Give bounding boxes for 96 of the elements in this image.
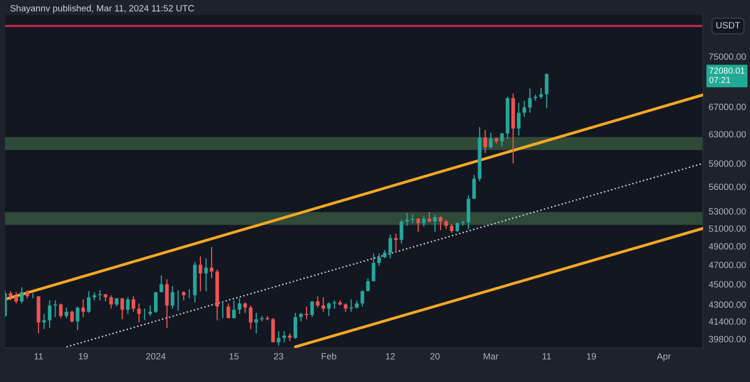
- candlestick: [544, 72, 548, 109]
- candlestick: [422, 216, 426, 228]
- candlestick: [405, 212, 409, 226]
- candlestick: [109, 294, 113, 310]
- candlestick: [483, 129, 488, 154]
- y-tick-label: 41400.00: [708, 318, 746, 325]
- candlestick: [472, 174, 476, 200]
- x-tick-label: 19: [586, 353, 596, 360]
- candlestick: [198, 256, 202, 292]
- y-tick-label: 45000.00: [708, 281, 746, 288]
- candlestick: [148, 304, 152, 317]
- y-tick-label: 39800.00: [708, 336, 746, 342]
- candlestick: [81, 298, 85, 318]
- candlestick: [271, 318, 275, 343]
- candlestick: [294, 312, 298, 340]
- candlestick: [372, 253, 376, 282]
- candlestick: [86, 290, 91, 314]
- x-tick-label: 20: [430, 353, 440, 360]
- candlestick: [254, 312, 258, 334]
- candlestick: [377, 253, 381, 266]
- candlestick: [160, 274, 164, 293]
- candlestick: [232, 300, 236, 319]
- candlestick: [428, 212, 432, 223]
- text: USDT: [716, 22, 740, 28]
- candlestick: [182, 290, 186, 301]
- candlestick: [243, 302, 247, 314]
- y-tick-label: 49000.00: [708, 243, 746, 250]
- x-tick-label: 11: [542, 353, 551, 360]
- x-tick-label: Apr: [656, 353, 671, 362]
- candlestick: [48, 300, 52, 328]
- candlestick: [522, 100, 526, 118]
- candlestick: [528, 88, 532, 114]
- y-tick-label: 67000.00: [709, 104, 746, 110]
- candlestick: [248, 304, 253, 330]
- candlestick: [20, 286, 24, 304]
- candlestick: [276, 330, 280, 346]
- y-tick-label: 59000.00: [708, 160, 746, 167]
- candlestick: [8, 290, 12, 301]
- candlestick: [98, 290, 102, 301]
- candlestick: [394, 233, 398, 254]
- candlestick: [455, 222, 460, 232]
- y-tick-label: 53000.00: [708, 208, 746, 215]
- y-tick-label: 47000.00: [708, 262, 746, 268]
- x-tick-label: 12: [386, 353, 395, 360]
- text: 72080.01 07:21: [709, 68, 744, 83]
- x-tick-label: Mar: [484, 353, 498, 360]
- candlestick: [226, 302, 230, 319]
- candlestick: [500, 132, 504, 147]
- x-tick-label: 19: [78, 353, 88, 360]
- candlestick: [59, 302, 63, 319]
- candlestick: [539, 87, 543, 100]
- candlestick: [444, 219, 448, 230]
- candlestick: [53, 300, 58, 318]
- candlestick: [154, 292, 158, 314]
- candlestick: [304, 306, 308, 320]
- candlestick: [204, 258, 208, 292]
- x-tick-label: 11: [34, 353, 43, 360]
- candlestick: [327, 302, 331, 317]
- candlestick: [282, 330, 286, 343]
- candlestick: [70, 310, 74, 324]
- candlestick: [349, 298, 354, 312]
- x-tick-label: 23: [274, 353, 284, 360]
- candlestick: [316, 296, 320, 308]
- x-tick-label: Feb: [322, 352, 336, 360]
- y-tick-label: 43000.00: [708, 301, 746, 308]
- candlestick: [76, 306, 80, 331]
- candlestick: [310, 300, 314, 318]
- candlestick: [438, 216, 442, 231]
- candlestick: [488, 132, 493, 150]
- candlestick: [42, 313, 46, 330]
- candlestick: [433, 214, 437, 232]
- y-tick-label: 56000.00: [708, 184, 746, 190]
- y-tick-label: 51000.00: [708, 225, 746, 232]
- candlestick: [366, 278, 370, 292]
- y-tick-label: 63000.00: [709, 131, 746, 138]
- candlestick: [466, 194, 470, 230]
- chart-title: Shayannv published, Mar 11, 2024 11:52 UTC: [10, 4, 194, 14]
- candlestick: [360, 290, 364, 308]
- candlestick: [137, 302, 141, 324]
- candlestick: [120, 298, 124, 320]
- candlestick: [64, 307, 68, 319]
- candlestick: [238, 298, 242, 314]
- candlestick: [516, 102, 521, 136]
- candlestick: [165, 278, 169, 328]
- x-tick-label: 2024: [146, 353, 166, 360]
- candlestick: [400, 219, 404, 244]
- x-tick-label: 15: [230, 353, 239, 360]
- candlestick: [170, 286, 174, 310]
- candlestick: [321, 296, 326, 312]
- candlestick: [132, 296, 136, 312]
- candlestick: [388, 234, 392, 259]
- y-tick-label: 75000.00: [709, 53, 746, 60]
- candlestick: [416, 217, 420, 232]
- candlestick: [210, 246, 214, 279]
- candlestick: [14, 292, 18, 304]
- candlestick: [126, 296, 130, 314]
